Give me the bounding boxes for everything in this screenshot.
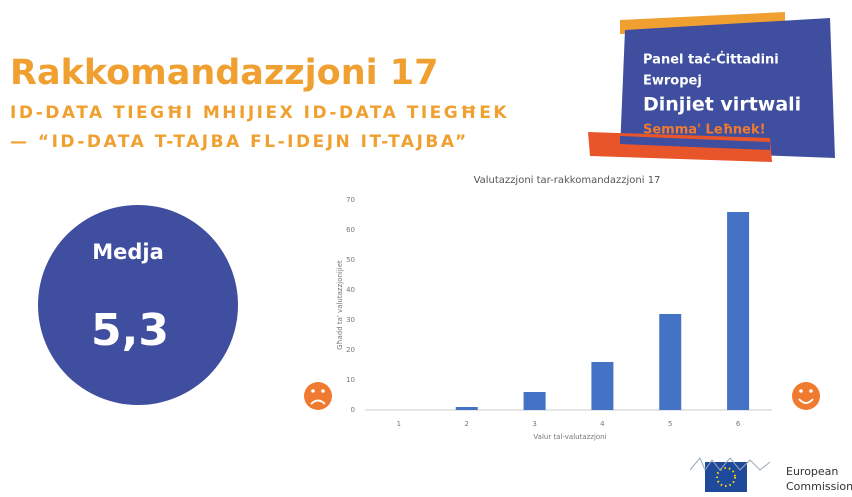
- panel-text: Panel taċ-Ċittadini: [643, 52, 779, 68]
- slide-title: Rakkomandazzjoni 17: [10, 53, 439, 93]
- bar: [591, 362, 614, 410]
- x-tick-label: 5: [668, 420, 672, 428]
- y-tick-label: 40: [346, 286, 355, 294]
- y-tick-label: 30: [346, 316, 355, 324]
- logo-lines: [689, 457, 771, 472]
- panel-slogan: Semma' Leħnek!: [643, 123, 766, 138]
- panel-box: [620, 18, 835, 158]
- y-tick-label: 50: [346, 256, 355, 264]
- x-tick-label: 3: [532, 420, 536, 428]
- average-circle: [38, 205, 238, 405]
- x-tick-label: 4: [600, 420, 605, 428]
- happy-face: [792, 382, 820, 410]
- y-tick-label: 60: [346, 226, 355, 234]
- y-tick-label: 0: [351, 406, 355, 414]
- average-label: Medja: [92, 240, 164, 264]
- logo-text: Commission: [786, 480, 852, 493]
- x-tick-label: 6: [736, 420, 741, 428]
- y-axis-label: Għadd ta' valutazzjonijiet: [336, 260, 344, 350]
- y-tick-label: 70: [346, 196, 355, 204]
- logo-text: European: [786, 465, 838, 478]
- panel-box: [620, 136, 770, 150]
- eu-stars: [716, 467, 736, 487]
- y-tick-label: 20: [346, 346, 355, 354]
- x-tick-label: 1: [397, 420, 401, 428]
- y-tick-label: 10: [346, 376, 355, 384]
- bar: [727, 212, 750, 410]
- bar: [659, 314, 682, 410]
- sad-face: [304, 382, 332, 410]
- eu-flag: [705, 462, 747, 492]
- panel-text: Ewropej: [643, 74, 702, 89]
- x-axis-label: Valur tal-valutazzjoni: [533, 433, 606, 441]
- average-value: 5,3: [91, 305, 169, 356]
- panel-theme: Dinjiet virtwali: [643, 94, 801, 116]
- chart-title: Valutazzjoni tar-rakkomandazzjoni 17: [474, 175, 661, 186]
- bar: [523, 392, 546, 410]
- x-tick-label: 2: [465, 420, 469, 428]
- plot: 0 10 20 30 40 50 60 70 1 2 3 4 5 6: [346, 196, 772, 428]
- subtitle-line: — “ID-DATA T-TAJBA FL-IDEJN IT-TAJBA”: [10, 132, 469, 152]
- bar: [455, 407, 478, 410]
- subtitle-line: ID-DATA TIEGĦI MHIJIEX ID-DATA TIEGĦEK: [10, 103, 509, 123]
